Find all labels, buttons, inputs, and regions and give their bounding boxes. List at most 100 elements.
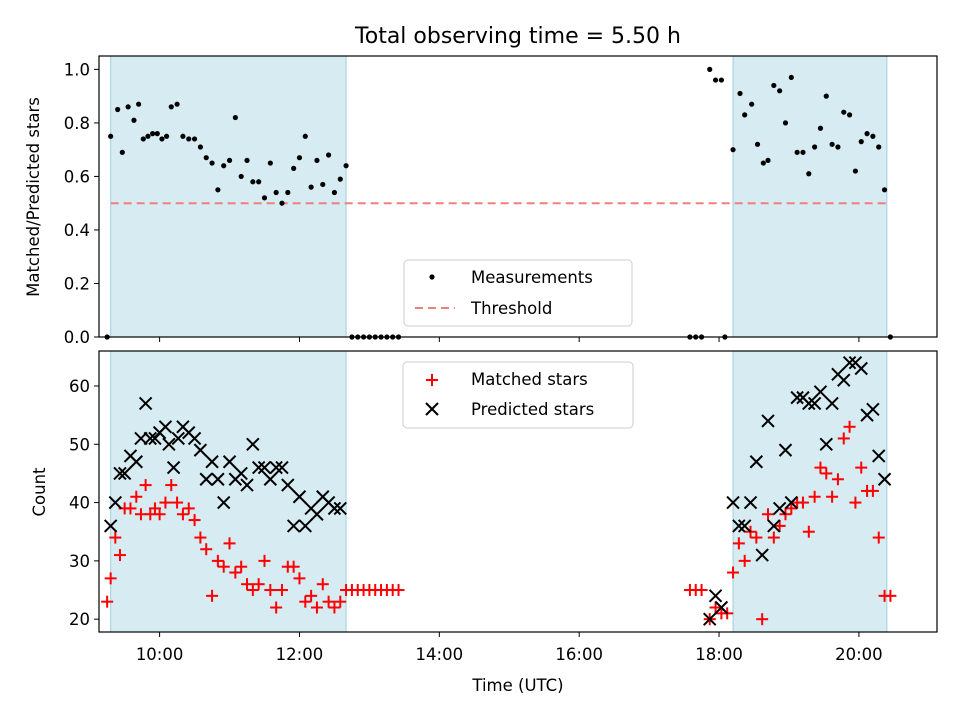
count-legend: Matched stars Predicted stars (402, 361, 634, 429)
observing-window (732, 55, 888, 338)
measurement-point (131, 117, 137, 123)
predicted-star-point (737, 519, 752, 533)
observing-window (110, 55, 347, 338)
predicted-star-point (819, 437, 833, 451)
matched-star-point (293, 572, 306, 585)
matched-star-point (310, 601, 323, 614)
predicted-star-point (166, 460, 181, 475)
measurement-point (800, 149, 806, 155)
matched-star-point (884, 589, 897, 602)
measurement-point (215, 187, 221, 193)
matched-star-point (287, 560, 300, 573)
matched-star-point (200, 543, 213, 556)
ratio-panel: 0.0 0.2 0.4 0.6 0.8 1.0 Matched/Predicted sta… (24, 55, 938, 347)
measurement-point (760, 160, 766, 166)
matched-star-point (756, 613, 769, 626)
measurement-point (238, 173, 244, 180)
x-tick-label: 16:00 (555, 645, 603, 664)
measurement-point (320, 181, 326, 188)
predicted-star-point (732, 519, 746, 533)
predicted-star-point (310, 507, 324, 521)
measurement-point (794, 149, 800, 155)
measurement-point (846, 112, 853, 118)
matched-star-point (194, 531, 207, 544)
x-axis-label: Time (UTC) (471, 676, 563, 695)
measurement-point (108, 133, 114, 139)
matched-star-point (872, 531, 885, 544)
matched-star-point (270, 601, 283, 614)
matched-star-point (334, 595, 347, 608)
predicted-star-point (703, 612, 717, 626)
matched-star-point (264, 584, 277, 597)
measurement-point (256, 179, 262, 185)
measurement-point (876, 144, 882, 150)
legend-threshold-label: Threshold (470, 299, 552, 318)
measurement-point (737, 90, 743, 97)
matched-star-point (796, 496, 809, 509)
legend-predicted-label: Predicted stars (471, 400, 594, 419)
matched-star-point (855, 461, 868, 474)
measurement-point (197, 144, 203, 150)
matched-star-point (820, 467, 833, 480)
matched-star-point (275, 584, 288, 597)
measurement-points (104, 66, 893, 340)
measurement-point (221, 163, 227, 169)
predicted-star-point (749, 455, 764, 469)
predicted-star-point (187, 431, 202, 446)
measurement-point (749, 101, 755, 107)
predicted-star-point (143, 431, 157, 446)
measurement-point (864, 131, 870, 137)
measurement-point (226, 157, 233, 163)
measurement-point (870, 133, 876, 139)
matched-star-point (188, 514, 201, 527)
predicted-star-point (138, 396, 153, 411)
matched-star-point (246, 584, 259, 597)
measurement-point (159, 136, 165, 142)
y-tick-label: 50 (69, 435, 90, 454)
x-tick-label: 20:00 (835, 645, 883, 664)
matched-star-point (258, 554, 271, 567)
measurement-point (765, 157, 771, 163)
matched-star-points (101, 420, 897, 626)
predicted-star-point (205, 455, 219, 469)
predicted-star-point (217, 495, 231, 510)
measurement-point (186, 136, 192, 142)
measurement-point (858, 139, 864, 145)
matched-star-point (153, 508, 166, 521)
measurement-point (881, 187, 888, 193)
predicted-star-point (171, 431, 185, 446)
predicted-star-point (813, 385, 828, 399)
predicted-star-point (872, 449, 886, 463)
matched-star-point (392, 584, 405, 597)
predicted-star-point (257, 460, 272, 475)
predicted-star-point (761, 414, 775, 428)
measurement-point (343, 163, 349, 169)
matched-star-point (229, 566, 242, 579)
measurement-point (244, 157, 250, 163)
matched-star-point (124, 502, 137, 515)
measurement-point (203, 155, 209, 161)
measurement-point (279, 200, 285, 206)
predicted-star-point (842, 355, 857, 370)
matched-star-point (217, 560, 230, 573)
predicted-star-point (251, 460, 266, 475)
matched-star-point (732, 537, 745, 550)
measurement-point (168, 104, 174, 110)
matched-star-point (101, 595, 114, 608)
matched-star-point (159, 496, 172, 509)
predicted-star-point (708, 589, 723, 603)
measurement-point (119, 149, 125, 155)
matched-star-point (176, 508, 189, 521)
measurement-point (718, 77, 724, 83)
predicted-star-point (129, 455, 144, 469)
measurement-point (771, 82, 777, 89)
measurement-point (788, 74, 794, 81)
matched-star-point (211, 554, 224, 567)
predicted-star-point (877, 472, 892, 486)
measurement-point (273, 189, 279, 196)
y-tick-label: 20 (69, 610, 90, 629)
predicted-star-point (275, 460, 289, 475)
measurement-point (125, 104, 131, 110)
matched-star-point (773, 519, 786, 532)
measurement-point (337, 176, 343, 182)
